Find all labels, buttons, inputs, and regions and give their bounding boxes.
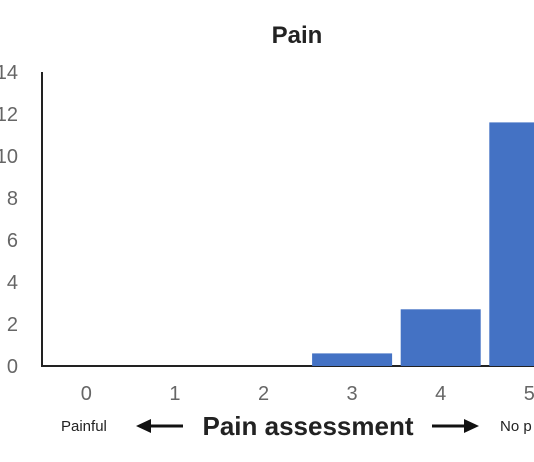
y-tick-label: 10 [0,146,18,168]
x-tick-label: 5 [524,383,534,405]
bar-4 [400,309,481,366]
x-axis-left-label: Painful [61,418,107,435]
left-arrow-icon [136,419,183,433]
y-tick-label: 6 [7,230,18,252]
x-axis-right-label: No p [500,418,532,435]
chart-title: Pain [272,22,323,49]
y-tick-label: 0 [7,356,18,378]
x-tick-label: 0 [81,383,92,405]
y-tick-label: 4 [7,272,18,294]
x-tick-label: 1 [169,383,180,405]
y-tick-label: 8 [7,188,18,210]
x-axis-tick-labels: 0 1 2 3 4 5 [81,383,534,405]
bar-3 [312,353,393,366]
y-axis-tick-labels: 0 2 4 6 8 10 12 14 [0,62,18,378]
y-tick-label: 2 [7,314,18,336]
right-arrow-icon [432,419,479,433]
y-tick-label: 12 [0,104,18,126]
y-tick-label: 14 [0,62,18,84]
bars-group [312,122,534,367]
x-tick-label: 2 [258,383,269,405]
x-tick-label: 4 [435,383,446,405]
x-tick-label: 3 [347,383,358,405]
bar-5 [489,122,534,367]
x-axis-label: Pain assessment [202,411,413,441]
